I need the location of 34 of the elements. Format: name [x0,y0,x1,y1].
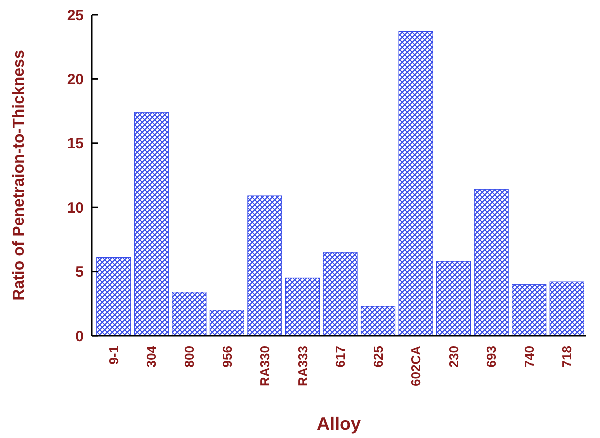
x-tick-label: 304 [144,345,160,368]
x-tick-label: 740 [522,346,537,368]
bar [398,31,434,336]
bar [285,278,320,336]
y-tick-label: 10 [67,200,84,217]
bar [550,282,584,336]
y-tick-label: 0 [76,328,84,346]
y-tick-label: 20 [67,71,84,88]
x-tick-label: 693 [484,346,500,368]
bar [360,306,396,336]
x-tick-label: RA333 [295,346,310,386]
y-axis-title: Ratio of Penetraion-to-Thickness [11,50,28,301]
bar [323,252,358,336]
x-axis-title: Alloy [316,414,362,434]
x-tick-label: 718 [560,346,575,368]
x-tick-label: 625 [370,346,386,368]
y-tick-label: 15 [67,136,84,153]
bar [474,189,509,336]
bar [436,261,472,336]
bar [248,196,282,336]
bar [210,310,244,336]
x-tick-label: 800 [182,346,197,368]
x-tick-label: 9-1 [106,346,122,365]
x-tick-label: 602CA [408,345,424,386]
bar [96,257,132,336]
x-tick-label: RA330 [258,346,273,386]
x-tick-label: 956 [220,346,235,368]
x-tick-label: 230 [446,346,462,368]
y-tick-label: 5 [76,264,84,282]
bar [172,292,207,336]
y-tick-label: 25 [67,7,84,24]
bar [134,112,169,336]
bar [512,284,547,336]
x-tick-label: 617 [333,346,348,368]
